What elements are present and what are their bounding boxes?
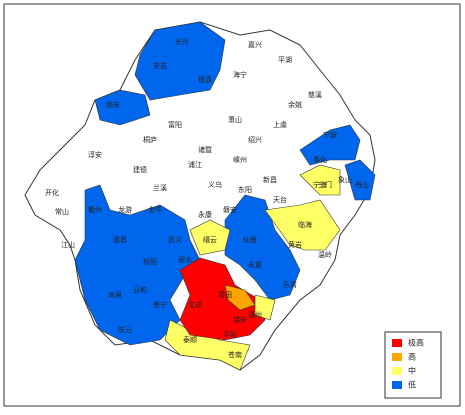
risk-zone [344, 159, 376, 201]
risk-zone [94, 89, 151, 126]
region-label: 开化 [45, 188, 59, 197]
region-label: 临海 [298, 220, 312, 229]
region-label: 慈溪 [308, 90, 322, 99]
region-label: 浦江 [188, 160, 202, 169]
region-label: 宁海 [313, 180, 327, 189]
legend-label: 高 [408, 352, 416, 362]
legend-swatch [392, 339, 402, 347]
region-label: 嵊州 [233, 155, 247, 164]
risk-zone [299, 124, 361, 166]
region-label: 余姚 [288, 100, 302, 109]
region-label: 仙居 [243, 235, 257, 244]
region-label: 常山 [55, 207, 69, 216]
risk-zone [224, 194, 301, 301]
region-label: 温岭 [318, 250, 332, 259]
region-label: 武义 [168, 235, 182, 244]
region-label: 义乌 [208, 180, 222, 189]
legend-label: 低 [408, 380, 416, 390]
region-label: 泰顺 [183, 335, 197, 344]
region-label: 永嘉 [248, 260, 262, 269]
legend-swatch [392, 381, 402, 389]
region-label: 富阳 [168, 120, 182, 129]
region-label: 德清 [198, 75, 212, 84]
region-label: 青田 [218, 290, 232, 299]
region-label: 天台 [273, 195, 287, 204]
region-label: 景宁 [153, 300, 167, 309]
region-label: 遂昌 [113, 235, 127, 244]
region-label: 绍兴 [248, 135, 262, 144]
legend-swatch [392, 367, 402, 375]
region-label: 诸暨 [198, 145, 212, 154]
risk-zone [254, 294, 276, 321]
region-label: 松阳 [143, 257, 157, 266]
region-label: 宁波 [323, 130, 337, 139]
region-label: 上虞 [273, 120, 287, 129]
region-label: 磐安 [223, 205, 237, 214]
region-label: 乐清 [283, 280, 297, 289]
risk-zone [189, 219, 231, 256]
legend-label: 中 [408, 366, 416, 376]
region-label: 瑞安 [233, 315, 247, 324]
region-label: 安吉 [153, 61, 167, 70]
risk-zone [264, 199, 341, 251]
region-label: 三门 [318, 180, 332, 189]
region-label: 建德 [133, 165, 147, 174]
region-label: 衢州 [88, 205, 102, 214]
legend-label: 极高 [408, 338, 424, 348]
risk-zone [179, 257, 266, 341]
legend-swatch [392, 353, 402, 361]
region-label: 舟山 [355, 180, 369, 189]
region-label: 江山 [61, 240, 75, 249]
region-label: 永康 [198, 210, 212, 219]
region-label: 丽水 [178, 255, 192, 264]
region-label: 奉化 [313, 155, 327, 164]
region-label: 龙游 [118, 205, 132, 214]
region-label: 温州 [248, 310, 262, 319]
region-label: 平阳 [223, 330, 237, 339]
risk-zone [134, 21, 226, 101]
risk-zone [299, 164, 341, 196]
region-label: 嘉兴 [248, 40, 262, 49]
risk-zone [224, 284, 256, 311]
region-label: 兰溪 [153, 183, 167, 192]
region-label: 庆元 [118, 325, 132, 334]
region-label: 淳安 [88, 150, 102, 159]
region-label: 东阳 [238, 185, 252, 194]
risk-zone [74, 184, 201, 346]
region-label: 龙泉 [108, 290, 122, 299]
region-label: 黄岩 [288, 240, 302, 249]
region-label: 新昌 [263, 175, 277, 184]
region-label: 文成 [188, 300, 202, 309]
region-label: 金华 [148, 205, 162, 214]
region-label: 临安 [106, 100, 120, 109]
region-label: 缙云 [203, 235, 217, 244]
region-label: 桐庐 [143, 135, 157, 144]
region-label: 平湖 [278, 55, 292, 64]
region-label: 长兴 [175, 37, 189, 46]
region-label: 象山 [338, 175, 352, 184]
region-label: 海宁 [233, 70, 247, 79]
region-label: 萧山 [228, 115, 242, 124]
region-label: 云和 [133, 285, 147, 294]
region-label: 苍南 [228, 350, 242, 359]
